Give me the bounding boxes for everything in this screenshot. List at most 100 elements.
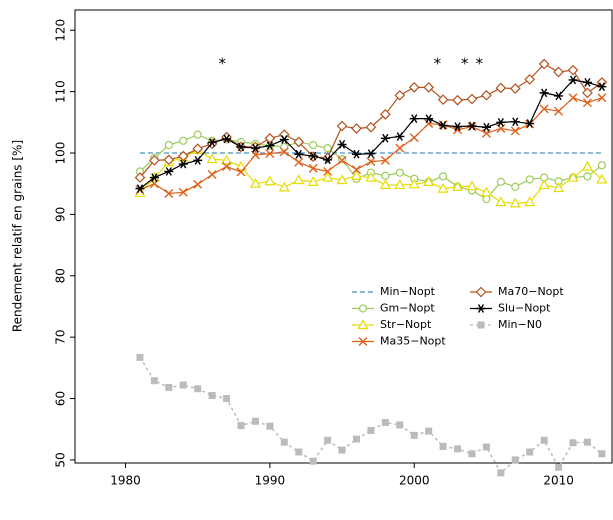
marker bbox=[524, 74, 536, 85]
marker bbox=[337, 140, 347, 149]
marker bbox=[408, 178, 420, 189]
marker bbox=[467, 121, 477, 131]
series bbox=[135, 75, 607, 193]
marker bbox=[437, 94, 449, 105]
marker bbox=[581, 160, 593, 171]
marker bbox=[480, 186, 492, 197]
x-tick-label: 1990 bbox=[255, 474, 286, 488]
y-tick-label: 120 bbox=[54, 19, 68, 42]
marker bbox=[525, 175, 534, 184]
marker bbox=[496, 177, 505, 186]
marker bbox=[466, 93, 478, 105]
marker bbox=[337, 155, 347, 165]
marker bbox=[538, 179, 550, 190]
marker bbox=[193, 179, 203, 189]
marker bbox=[425, 427, 433, 435]
marker bbox=[583, 438, 591, 446]
y-tick-label: 50 bbox=[54, 452, 68, 467]
marker bbox=[395, 168, 404, 177]
marker bbox=[324, 436, 332, 444]
y-tick-label: 100 bbox=[54, 142, 68, 165]
legend-label: Gm−Nopt bbox=[380, 302, 435, 315]
marker bbox=[423, 81, 435, 93]
marker bbox=[179, 136, 188, 145]
marker bbox=[482, 194, 491, 204]
marker bbox=[323, 155, 333, 165]
legend-marker bbox=[357, 319, 369, 330]
marker bbox=[509, 83, 521, 94]
marker bbox=[481, 89, 492, 101]
marker bbox=[365, 171, 377, 182]
legend-marker bbox=[477, 321, 485, 329]
marker bbox=[424, 119, 434, 129]
marker bbox=[134, 172, 146, 183]
marker bbox=[336, 120, 348, 132]
marker bbox=[423, 176, 435, 186]
annotation: * bbox=[475, 54, 483, 72]
marker bbox=[222, 134, 232, 144]
legend-label: Ma35−Nopt bbox=[380, 335, 446, 348]
legend-label: Min−N0 bbox=[498, 318, 542, 331]
marker bbox=[366, 157, 376, 167]
marker bbox=[582, 78, 592, 87]
marker bbox=[437, 182, 449, 193]
marker bbox=[481, 122, 491, 132]
y-tick-label: 90 bbox=[54, 207, 68, 222]
marker bbox=[164, 140, 173, 150]
series bbox=[134, 58, 608, 183]
marker bbox=[308, 163, 318, 173]
marker bbox=[395, 143, 405, 153]
marker bbox=[453, 122, 463, 131]
marker bbox=[394, 179, 406, 190]
marker bbox=[323, 166, 333, 176]
marker bbox=[309, 457, 317, 465]
marker bbox=[194, 385, 202, 393]
legend-marker bbox=[476, 304, 486, 313]
marker bbox=[150, 377, 158, 385]
marker bbox=[439, 442, 447, 450]
marker bbox=[193, 156, 203, 165]
marker bbox=[135, 184, 145, 193]
marker bbox=[278, 181, 290, 192]
marker bbox=[380, 155, 390, 165]
marker bbox=[554, 106, 564, 116]
legend-marker bbox=[475, 286, 487, 298]
marker bbox=[351, 165, 361, 175]
marker bbox=[221, 154, 233, 165]
marker bbox=[249, 177, 261, 188]
marker bbox=[251, 417, 259, 425]
marker bbox=[177, 150, 189, 162]
y-axis-label: Rendement relatif en grains [%] bbox=[11, 140, 25, 332]
marker bbox=[309, 140, 318, 150]
marker bbox=[178, 159, 188, 169]
marker bbox=[266, 422, 274, 430]
marker bbox=[452, 181, 464, 191]
marker bbox=[597, 93, 607, 103]
legend-marker bbox=[358, 304, 368, 313]
marker bbox=[294, 149, 304, 159]
x-tick-label: 2000 bbox=[399, 474, 430, 488]
y-tick-label: 110 bbox=[54, 80, 68, 103]
marker bbox=[367, 426, 375, 434]
marker bbox=[235, 160, 247, 171]
marker bbox=[149, 155, 160, 166]
marker bbox=[294, 157, 304, 167]
marker bbox=[192, 143, 204, 155]
marker bbox=[495, 196, 507, 207]
annotation: * bbox=[218, 54, 226, 72]
marker bbox=[567, 64, 579, 76]
marker bbox=[555, 463, 563, 471]
marker bbox=[208, 391, 216, 399]
series-line bbox=[139, 357, 603, 475]
marker bbox=[265, 149, 275, 159]
marker bbox=[380, 133, 390, 143]
marker bbox=[524, 196, 536, 207]
marker bbox=[295, 448, 303, 456]
marker bbox=[178, 187, 188, 197]
marker bbox=[424, 114, 434, 124]
marker bbox=[136, 353, 144, 361]
marker bbox=[280, 438, 288, 446]
marker bbox=[582, 98, 592, 108]
marker bbox=[338, 446, 346, 454]
